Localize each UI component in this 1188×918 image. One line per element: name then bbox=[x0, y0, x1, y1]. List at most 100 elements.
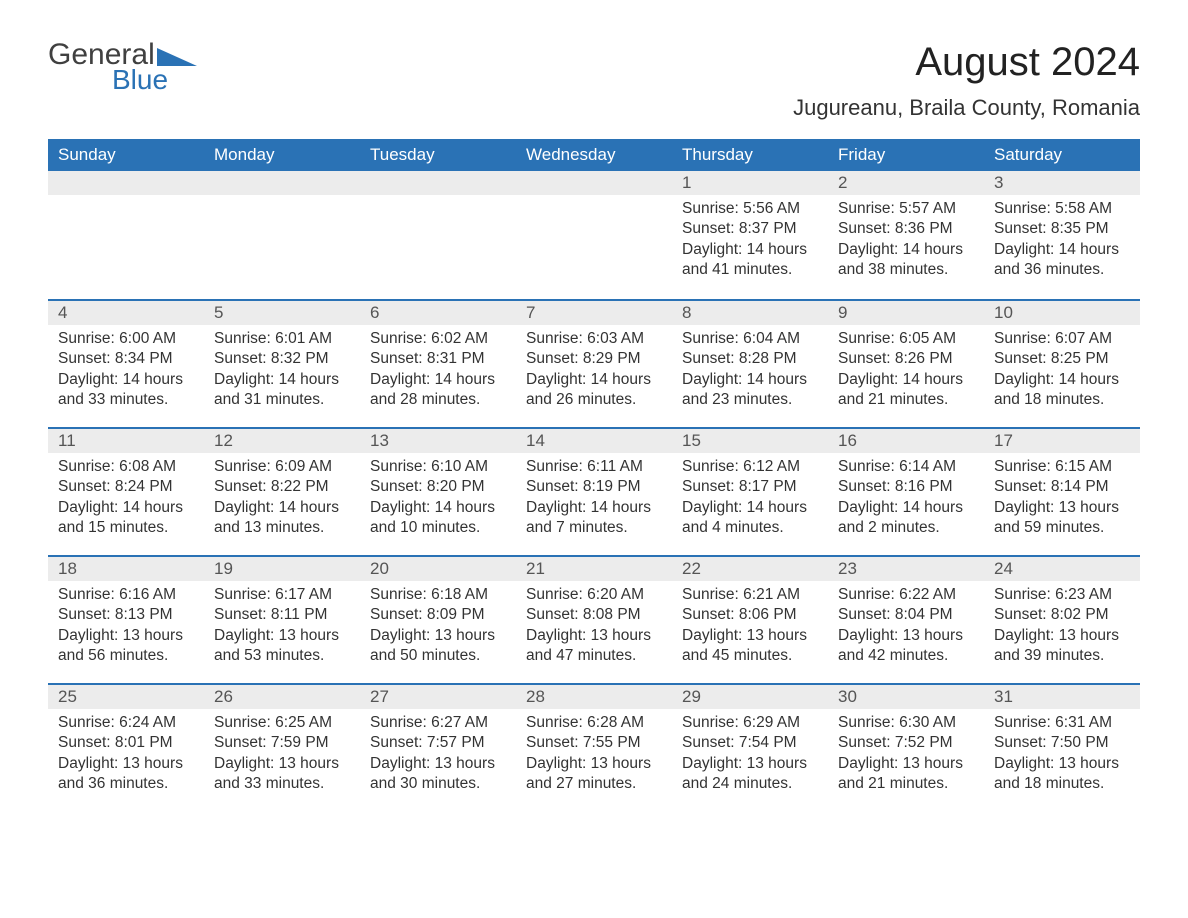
sunrise: Sunrise: 6:04 AM bbox=[682, 329, 818, 349]
daylight: Daylight: 14 hours and 18 minutes. bbox=[994, 370, 1130, 411]
day-number: 20 bbox=[360, 555, 516, 581]
sunset: Sunset: 8:36 PM bbox=[838, 219, 974, 239]
sunrise-label: Sunrise: bbox=[682, 458, 739, 475]
sunrise-value: 6:05 AM bbox=[895, 330, 956, 347]
daylight-label: Daylight: bbox=[838, 627, 898, 644]
sunrise-label: Sunrise: bbox=[838, 586, 895, 603]
day-number: 2 bbox=[828, 171, 984, 195]
weekday-header: Saturday bbox=[984, 139, 1140, 171]
sunset-value: 8:08 PM bbox=[579, 606, 641, 623]
day-number: 31 bbox=[984, 683, 1140, 709]
daylight-label: Daylight: bbox=[370, 499, 430, 516]
daylight-label: Daylight: bbox=[994, 371, 1054, 388]
sunset-value: 8:17 PM bbox=[735, 478, 797, 495]
day-body: Sunrise: 6:05 AMSunset: 8:26 PMDaylight:… bbox=[828, 325, 984, 419]
sunrise-value: 6:17 AM bbox=[271, 586, 332, 603]
calendar-day: 31 Sunrise: 6:31 AMSunset: 7:50 PMDayligh… bbox=[984, 683, 1140, 811]
daylight-label: Daylight: bbox=[526, 755, 586, 772]
daylight-label: Daylight: bbox=[682, 241, 742, 258]
logo-text-blue: Blue bbox=[112, 66, 197, 94]
sunrise-value: 6:14 AM bbox=[895, 458, 956, 475]
sunrise: Sunrise: 6:21 AM bbox=[682, 585, 818, 605]
sunrise-value: 5:57 AM bbox=[895, 200, 956, 217]
day-number: 27 bbox=[360, 683, 516, 709]
sunrise-label: Sunrise: bbox=[994, 200, 1051, 217]
daylight-label: Daylight: bbox=[214, 371, 274, 388]
sunrise: Sunrise: 6:31 AM bbox=[994, 713, 1130, 733]
sunrise-value: 6:28 AM bbox=[583, 714, 644, 731]
sunset-label: Sunset: bbox=[214, 350, 267, 367]
sunset-value: 8:06 PM bbox=[735, 606, 797, 623]
sunset-label: Sunset: bbox=[994, 220, 1047, 237]
sunrise-value: 6:27 AM bbox=[427, 714, 488, 731]
calendar-day: 7Sunrise: 6:03 AMSunset: 8:29 PMDaylight… bbox=[516, 299, 672, 427]
day-body: Sunrise: 6:14 AMSunset: 8:16 PMDaylight:… bbox=[828, 453, 984, 547]
day-number: 5 bbox=[204, 299, 360, 325]
day-number: 19 bbox=[204, 555, 360, 581]
sunset-value: 8:25 PM bbox=[1047, 350, 1109, 367]
sunrise-label: Sunrise: bbox=[994, 458, 1051, 475]
sunrise: Sunrise: 6:18 AM bbox=[370, 585, 506, 605]
day-number: 1 bbox=[672, 171, 828, 195]
sunrise: Sunrise: 6:14 AM bbox=[838, 457, 974, 477]
daylight-label: Daylight: bbox=[526, 627, 586, 644]
calendar-day: 27Sunrise: 6:27 AMSunset: 7:57 PMDayligh… bbox=[360, 683, 516, 811]
daylight: Daylight: 13 hours and 18 minutes. bbox=[994, 754, 1130, 795]
daylight: Daylight: 14 hours and 7 minutes. bbox=[526, 498, 662, 539]
sunset-value: 7:55 PM bbox=[579, 734, 641, 751]
day-body: Sunrise: 6:08 AMSunset: 8:24 PMDaylight:… bbox=[48, 453, 204, 547]
sunrise-label: Sunrise: bbox=[526, 586, 583, 603]
sunset: Sunset: 7:50 PM bbox=[994, 733, 1130, 753]
calendar-day: 25Sunrise: 6:24 AMSunset: 8:01 PMDayligh… bbox=[48, 683, 204, 811]
daylight: Daylight: 13 hours and 39 minutes. bbox=[994, 626, 1130, 667]
sunset: Sunset: 8:28 PM bbox=[682, 349, 818, 369]
day-number: 24 bbox=[984, 555, 1140, 581]
daylight-label: Daylight: bbox=[994, 627, 1054, 644]
day-body: Sunrise: 6:10 AMSunset: 8:20 PMDaylight:… bbox=[360, 453, 516, 547]
sunrise: Sunrise: 6:23 AM bbox=[994, 585, 1130, 605]
calendar-day: 10Sunrise: 6:07 AMSunset: 8:25 PMDayligh… bbox=[984, 299, 1140, 427]
day-number: 30 bbox=[828, 683, 984, 709]
sunset: Sunset: 8:06 PM bbox=[682, 605, 818, 625]
day-number: 11 bbox=[48, 427, 204, 453]
daylight-label: Daylight: bbox=[58, 499, 118, 516]
sunrise-value: 6:01 AM bbox=[271, 330, 332, 347]
calendar-day: 19Sunrise: 6:17 AMSunset: 8:11 PMDayligh… bbox=[204, 555, 360, 683]
weekday-header: Tuesday bbox=[360, 139, 516, 171]
daylight-label: Daylight: bbox=[682, 371, 742, 388]
sunrise-value: 6:24 AM bbox=[115, 714, 176, 731]
calendar-day: 12Sunrise: 6:09 AMSunset: 8:22 PMDayligh… bbox=[204, 427, 360, 555]
weekday-header: Monday bbox=[204, 139, 360, 171]
day-number: 14 bbox=[516, 427, 672, 453]
sunrise-value: 6:03 AM bbox=[583, 330, 644, 347]
daylight: Daylight: 14 hours and 15 minutes. bbox=[58, 498, 194, 539]
sunset-label: Sunset: bbox=[994, 478, 1047, 495]
sunset-label: Sunset: bbox=[58, 478, 111, 495]
daylight: Daylight: 14 hours and 21 minutes. bbox=[838, 370, 974, 411]
sunrise: Sunrise: 6:25 AM bbox=[214, 713, 350, 733]
daylight-label: Daylight: bbox=[838, 241, 898, 258]
sunrise-label: Sunrise: bbox=[58, 330, 115, 347]
daylight-label: Daylight: bbox=[682, 627, 742, 644]
daylight-label: Daylight: bbox=[994, 241, 1054, 258]
sunset-label: Sunset: bbox=[370, 734, 423, 751]
sunset-label: Sunset: bbox=[994, 350, 1047, 367]
sunset-value: 8:22 PM bbox=[267, 478, 329, 495]
daynum-bar-empty bbox=[48, 171, 204, 195]
sunrise-label: Sunrise: bbox=[370, 458, 427, 475]
sunset-value: 7:50 PM bbox=[1047, 734, 1109, 751]
daylight: Daylight: 13 hours and 21 minutes. bbox=[838, 754, 974, 795]
sunset-label: Sunset: bbox=[370, 478, 423, 495]
daylight: Daylight: 13 hours and 30 minutes. bbox=[370, 754, 506, 795]
sunset-label: Sunset: bbox=[214, 734, 267, 751]
daylight: Daylight: 14 hours and 2 minutes. bbox=[838, 498, 974, 539]
weekday-header: Sunday bbox=[48, 139, 204, 171]
calendar-day: 4Sunrise: 6:00 AMSunset: 8:34 PMDaylight… bbox=[48, 299, 204, 427]
sunrise-value: 6:21 AM bbox=[739, 586, 800, 603]
daylight-label: Daylight: bbox=[58, 755, 118, 772]
daylight: Daylight: 13 hours and 56 minutes. bbox=[58, 626, 194, 667]
day-number: 29 bbox=[672, 683, 828, 709]
sunset-label: Sunset: bbox=[58, 606, 111, 623]
calendar-day: 21Sunrise: 6:20 AMSunset: 8:08 PMDayligh… bbox=[516, 555, 672, 683]
sunset: Sunset: 8:22 PM bbox=[214, 477, 350, 497]
